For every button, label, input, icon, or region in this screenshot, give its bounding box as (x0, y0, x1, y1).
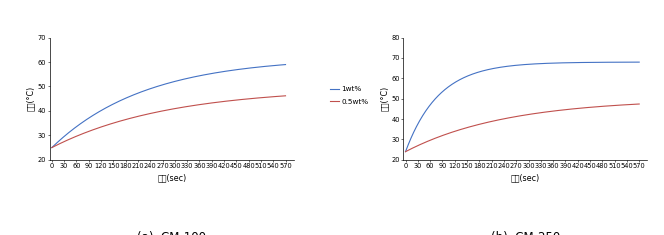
1wt% (443, 86, 451, 89)
0.5wt% (461, 127, 469, 129)
0.5wt% (108, 122, 116, 125)
0.5wt% (204, 102, 212, 105)
Y-axis label: 온도(°C): 온도(°C) (26, 86, 35, 111)
Line: 1wt%: 1wt% (406, 62, 639, 152)
Text: (a)  CM-100: (a) CM-100 (137, 231, 207, 235)
1wt% (153, 85, 161, 88)
0.5wt% (635, 103, 643, 106)
1wt% (185, 76, 193, 79)
0.5wt% (185, 105, 193, 108)
1wt% (108, 103, 116, 106)
X-axis label: 시간(sec): 시간(sec) (511, 173, 540, 182)
0.5wt% (558, 109, 566, 112)
1wt% (539, 62, 547, 65)
0.5wt% (89, 128, 97, 131)
1wt% (204, 73, 212, 76)
1wt% (635, 61, 643, 63)
1wt% (224, 70, 232, 72)
1wt% (507, 64, 515, 67)
Line: 0.5wt%: 0.5wt% (406, 104, 639, 152)
1wt% (282, 63, 290, 66)
0.5wt% (402, 150, 410, 153)
0.5wt% (578, 107, 586, 110)
1wt% (558, 62, 566, 64)
1wt% (578, 61, 586, 64)
0.5wt% (282, 94, 290, 97)
1wt% (89, 114, 97, 117)
Y-axis label: 온도(°C): 온도(°C) (380, 86, 388, 111)
1wt% (402, 150, 410, 153)
0.5wt% (507, 116, 515, 119)
Line: 1wt%: 1wt% (52, 65, 286, 148)
X-axis label: 시간(sec): 시간(sec) (157, 173, 187, 182)
0.5wt% (48, 146, 56, 149)
1wt% (461, 75, 469, 78)
0.5wt% (443, 133, 451, 135)
Line: 0.5wt%: 0.5wt% (52, 96, 286, 148)
Legend: 1wt%, 0.5wt%: 1wt%, 0.5wt% (330, 86, 368, 105)
0.5wt% (153, 110, 161, 113)
0.5wt% (539, 111, 547, 114)
0.5wt% (224, 100, 232, 102)
1wt% (48, 146, 56, 149)
Text: (b)  CM-250: (b) CM-250 (491, 231, 560, 235)
